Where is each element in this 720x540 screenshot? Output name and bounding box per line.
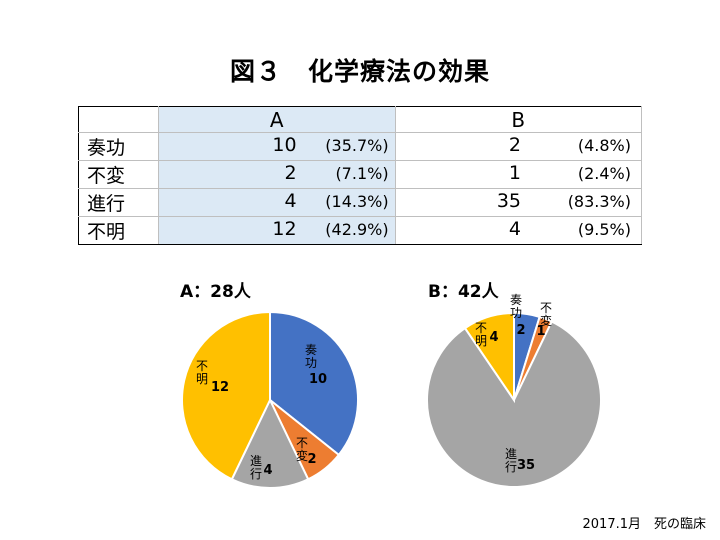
b-percent: (83.3%) [567, 192, 631, 211]
pie-a-value-1: 10 [309, 372, 327, 387]
table-corner-cell [78, 106, 159, 133]
pie-b-label-2: 不変 [540, 301, 552, 328]
pie-b-label-1: 奏功 [510, 293, 522, 320]
b-count: 4 [508, 218, 521, 240]
pie-a-slice-4 [180, 310, 271, 481]
pie-a-label-4: 不明 [196, 359, 208, 386]
a-count: 12 [272, 218, 297, 240]
page-title: 図３ 化学療法の効果 [229, 57, 490, 86]
pie-b-value-4: 4 [489, 330, 498, 345]
pie-b-slice-4 [463, 311, 515, 404]
a-percent: (35.7%) [325, 136, 389, 155]
pie-a-slice-3 [230, 397, 310, 489]
pie-a-label-3: 進行 [250, 454, 262, 481]
b-count: 35 [496, 190, 521, 212]
a-cell: 12 (42.9%) [157, 216, 396, 245]
pie-a-value-2: 2 [307, 452, 316, 467]
table-row: 不明 12 (42.9%) 4 (9.5%) [78, 216, 643, 245]
a-cell: 2 (7.1%) [157, 160, 396, 189]
pie-b-value-2: 1 [536, 324, 545, 339]
pie-a-label-2: 不変 [296, 436, 308, 463]
pie-b-slice-3 [426, 320, 602, 488]
row-label: 不明 [78, 216, 159, 245]
pie-a-label-1: 奏功 [305, 343, 317, 370]
header-b: B [394, 106, 643, 133]
pie-b-value-1: 2 [516, 323, 525, 338]
table-row: 奏功 10 (35.7%) 2 (4.8%) [78, 132, 643, 161]
row-label: 進行 [78, 188, 159, 217]
a-percent: (42.9%) [325, 220, 389, 239]
b-cell: 4 (9.5%) [394, 216, 643, 245]
b-cell: 2 (4.8%) [394, 132, 643, 161]
b-percent: (2.4%) [577, 164, 631, 183]
table-row: 進行 4 (14.3%) 35 (83.3%) [78, 188, 643, 217]
chart-b-title: B：42人 [428, 282, 499, 302]
b-percent: (9.5%) [577, 220, 631, 239]
b-count: 2 [508, 134, 521, 156]
pie-b-label-4: 不明 [475, 321, 487, 348]
a-count: 10 [272, 134, 297, 156]
pie-a-value-4: 12 [211, 380, 229, 395]
a-cell: 4 (14.3%) [157, 188, 396, 217]
results-table: A B 奏功 10 (35.7%) 2 (4.8%) 不変 2 (7.1%) 1 (2.… [78, 106, 643, 245]
b-cell: 35 (83.3%) [394, 188, 643, 217]
chart-a-title: A：28人 [180, 282, 251, 302]
a-percent: (14.3%) [325, 192, 389, 211]
pie-b-label-3: 進行 [505, 447, 517, 474]
pie-a-slice-1 [269, 310, 359, 457]
footer-source: 2017.1月 死の臨床 [582, 517, 707, 532]
table-row: 不変 2 (7.1%) 1 (2.4%) [78, 160, 643, 189]
b-percent: (4.8%) [577, 136, 631, 155]
a-count: 2 [284, 162, 297, 184]
pie-a-value-3: 4 [263, 463, 272, 478]
a-cell: 10 (35.7%) [157, 132, 396, 161]
b-count: 1 [508, 162, 521, 184]
a-count: 4 [284, 190, 297, 212]
a-percent: (7.1%) [335, 164, 389, 183]
pie-b-value-3: 35 [517, 458, 535, 473]
